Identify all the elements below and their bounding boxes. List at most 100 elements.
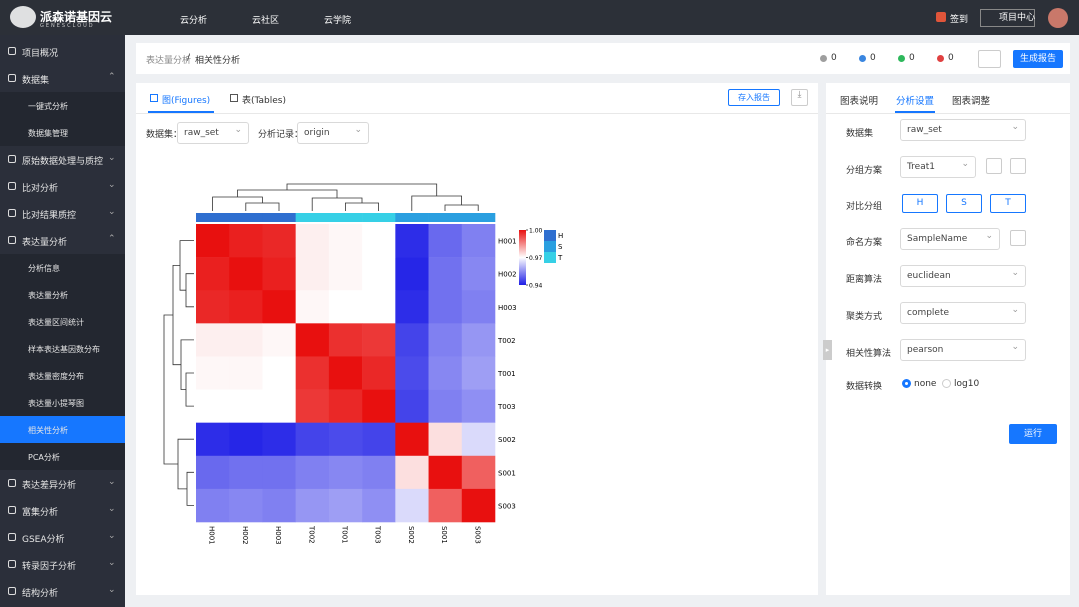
nav-sub-item[interactable] bbox=[0, 254, 125, 281]
radio[interactable] bbox=[902, 379, 911, 388]
nav-sub-item[interactable] bbox=[0, 335, 125, 362]
nav-label[interactable]: 比对结果质控 bbox=[22, 211, 77, 221]
nav-label[interactable]: 表达差异分析 bbox=[22, 481, 77, 491]
nav-sub-label[interactable]: 一键式分析 bbox=[28, 102, 68, 111]
project-center[interactable]: 项目中心 bbox=[980, 9, 1035, 27]
group-legend-swatch bbox=[544, 241, 556, 252]
nav-label[interactable]: 原始数据处理与质控 bbox=[22, 157, 104, 167]
nav-chevron: ⌄ bbox=[108, 180, 116, 190]
panel-tab[interactable]: 分析设置 bbox=[896, 96, 935, 107]
nav-sub-item[interactable] bbox=[0, 92, 125, 119]
nav-item[interactable] bbox=[0, 38, 125, 65]
download-button[interactable]: ⤓ bbox=[791, 89, 808, 106]
nav-sub-label[interactable]: 表达量密度分布 bbox=[28, 372, 84, 381]
nav-label[interactable]: 项目概况 bbox=[22, 49, 59, 59]
radio-label[interactable]: log10 bbox=[954, 379, 980, 389]
row-label: S002 bbox=[498, 436, 516, 444]
nav-sub-label[interactable]: 表达量小提琴图 bbox=[28, 399, 84, 408]
nav-sub-item[interactable] bbox=[0, 362, 125, 389]
avatar[interactable] bbox=[1048, 8, 1068, 28]
field-select[interactable]: raw_set bbox=[900, 117, 1026, 141]
top-nav[interactable]: 云学院 bbox=[324, 16, 352, 26]
nav-label[interactable]: 数据集 bbox=[22, 76, 50, 86]
divider bbox=[136, 113, 818, 114]
nav-sub-label[interactable]: 数据集管理 bbox=[28, 129, 68, 138]
top-nav[interactable]: 云社区 bbox=[252, 16, 280, 26]
nav-sub-item[interactable] bbox=[0, 281, 125, 308]
group-option[interactable]: T bbox=[990, 194, 1026, 213]
field-select[interactable]: Treat1 bbox=[900, 154, 976, 178]
icon-button[interactable] bbox=[978, 50, 1001, 68]
panel-tab[interactable]: 图表说明 bbox=[840, 96, 879, 107]
tab-figures[interactable]: 图(Figures) bbox=[162, 96, 211, 106]
nav-sub-label[interactable]: 表达量分析 bbox=[28, 291, 68, 300]
field-select[interactable]: pearson bbox=[900, 337, 1026, 361]
panel-tab[interactable]: 图表调整 bbox=[952, 96, 991, 107]
nav-label[interactable]: 表达量分析 bbox=[22, 238, 68, 248]
column-label: H002 bbox=[241, 526, 249, 545]
nav-icon bbox=[8, 506, 16, 514]
group-legend-swatch bbox=[544, 252, 556, 263]
group-option[interactable]: S bbox=[946, 194, 982, 213]
tab-tables[interactable]: 表(Tables) bbox=[242, 96, 286, 106]
group-annotation bbox=[229, 213, 263, 222]
nav-sub-label[interactable]: 分析信息 bbox=[28, 264, 60, 273]
nav-sub-item[interactable] bbox=[0, 416, 125, 443]
group-option[interactable]: H bbox=[902, 194, 938, 213]
run-button[interactable]: 运行 bbox=[1009, 424, 1057, 444]
nav-sub-item[interactable] bbox=[0, 308, 125, 335]
nav-sub-label[interactable]: PCA分析 bbox=[28, 453, 60, 462]
nav-item[interactable] bbox=[0, 173, 125, 200]
collapse-handle[interactable]: ▸ bbox=[823, 340, 832, 360]
nav-label[interactable]: 比对分析 bbox=[22, 184, 59, 194]
nav-icon bbox=[8, 47, 16, 55]
nav-sub-label[interactable]: 相关性分析 bbox=[28, 426, 68, 435]
nav-sub-label[interactable]: 样本表达基因数分布 bbox=[28, 345, 100, 354]
heatmap-cell bbox=[395, 323, 429, 357]
heatmap-cell bbox=[295, 224, 330, 258]
icon-button[interactable] bbox=[1010, 158, 1026, 174]
radio-label[interactable]: none bbox=[914, 379, 937, 389]
nav-label[interactable]: 结构分析 bbox=[22, 589, 59, 599]
panel-tab-underline bbox=[895, 111, 935, 113]
heatmap-cell bbox=[196, 290, 230, 324]
heatmap-cell bbox=[461, 290, 496, 324]
breadcrumb-current: 相关性分析 bbox=[195, 56, 241, 66]
checkin[interactable]: 签到 bbox=[950, 15, 969, 25]
group-legend-label: T bbox=[557, 254, 563, 262]
filter-select[interactable]: origin bbox=[297, 120, 369, 144]
nav-sub-label[interactable]: 表达量区间统计 bbox=[28, 318, 84, 327]
nav-sub-item[interactable] bbox=[0, 389, 125, 416]
icon-button[interactable] bbox=[1010, 230, 1026, 246]
breadcrumb[interactable]: 表达量分析 bbox=[146, 56, 192, 66]
field-label: 相关性算法 bbox=[846, 349, 892, 359]
nav-label[interactable]: GSEA分析 bbox=[22, 535, 65, 545]
heatmap-cell bbox=[295, 323, 330, 357]
row-label: H003 bbox=[498, 304, 517, 312]
group-annotation bbox=[295, 213, 330, 222]
field-select[interactable]: euclidean bbox=[900, 263, 1026, 287]
nav-label[interactable]: 富集分析 bbox=[22, 508, 59, 518]
top-nav[interactable]: 云分析 bbox=[180, 16, 208, 26]
field-select[interactable]: SampleName bbox=[900, 226, 1000, 250]
nav-item[interactable] bbox=[0, 578, 125, 605]
heatmap-cell bbox=[262, 455, 296, 490]
report-button[interactable]: 生成报告 bbox=[1013, 50, 1063, 68]
save-button[interactable]: 存入报告 bbox=[728, 89, 780, 106]
radio[interactable] bbox=[942, 379, 951, 388]
row-label: H002 bbox=[498, 271, 517, 279]
colorbar-label: 0.94 bbox=[529, 283, 543, 290]
field-select[interactable]: complete bbox=[900, 300, 1026, 324]
nav-sub-item[interactable] bbox=[0, 443, 125, 470]
nav-chevron: ⌄ bbox=[108, 531, 116, 541]
nav-item[interactable] bbox=[0, 65, 125, 92]
filter-select[interactable]: raw_set bbox=[177, 120, 249, 144]
heatmap-cell bbox=[362, 257, 396, 291]
nav-label[interactable]: 转录因子分析 bbox=[22, 562, 77, 572]
heatmap-cell bbox=[362, 224, 396, 258]
icon-button[interactable] bbox=[986, 158, 1002, 174]
group-annotation bbox=[362, 213, 396, 222]
nav-item[interactable] bbox=[0, 497, 125, 524]
nav-sub-item[interactable] bbox=[0, 119, 125, 146]
heatmap-cell bbox=[362, 422, 396, 457]
